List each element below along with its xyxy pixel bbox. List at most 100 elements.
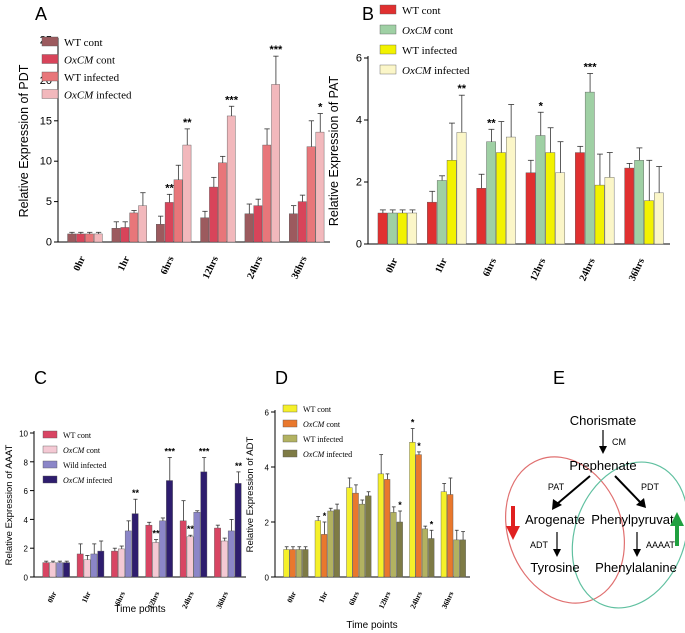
bar bbox=[179, 520, 187, 578]
bar bbox=[131, 513, 139, 578]
bar bbox=[297, 201, 307, 243]
x-tick-label: 1hr bbox=[80, 589, 93, 604]
bar bbox=[111, 228, 121, 243]
x-tick-label: 36hrs bbox=[627, 257, 647, 283]
bar bbox=[421, 528, 429, 578]
bar bbox=[283, 549, 290, 578]
bar bbox=[218, 162, 227, 243]
pat-arrow-line bbox=[556, 475, 591, 505]
legend-swatch bbox=[282, 434, 298, 443]
x-tick-label: 24hrs bbox=[578, 257, 598, 283]
bar bbox=[111, 550, 118, 578]
significance-label: ** bbox=[132, 488, 140, 498]
x-tick-label: 0hr bbox=[285, 589, 298, 604]
bar bbox=[164, 202, 174, 243]
legend-label: OxCM cont bbox=[64, 55, 115, 67]
panel-label: C bbox=[34, 368, 47, 388]
bar bbox=[145, 524, 153, 578]
bar bbox=[76, 553, 84, 578]
significance-label: * bbox=[417, 441, 421, 451]
x-tick-label: 1hr bbox=[433, 256, 450, 275]
significance-label: *** bbox=[584, 62, 598, 74]
x-tick-label: 12hrs bbox=[377, 590, 393, 610]
x-tick-label: 36hrs bbox=[290, 255, 310, 281]
bar bbox=[93, 233, 103, 243]
legend-swatch bbox=[41, 54, 59, 64]
significance-label: ** bbox=[235, 461, 243, 471]
significance-label: ** bbox=[153, 529, 161, 539]
bar bbox=[415, 454, 422, 578]
adt-arrowhead bbox=[553, 549, 561, 557]
bar bbox=[384, 479, 391, 578]
legend-label: OxCM infected bbox=[63, 476, 112, 485]
y-axis-label: Relative Expression of PDT bbox=[17, 64, 31, 217]
x-tick-label: 12hrs bbox=[528, 257, 548, 283]
bar bbox=[295, 549, 303, 578]
significance-label: * bbox=[430, 519, 434, 529]
legend-label: OxCM infected bbox=[64, 90, 132, 102]
legend-label: WT infected bbox=[64, 72, 120, 84]
x-tick-label: 12hrs bbox=[201, 255, 221, 281]
legend-swatch bbox=[42, 445, 58, 454]
panel-label: A bbox=[35, 4, 47, 24]
significance-label: ** bbox=[487, 117, 496, 129]
legend-label: WT cont bbox=[64, 37, 103, 49]
bar bbox=[221, 540, 228, 578]
x-tick-label: 0hr bbox=[45, 589, 58, 604]
bar bbox=[152, 542, 160, 578]
bar bbox=[506, 136, 516, 245]
bar bbox=[427, 201, 437, 245]
y-tick-label: 6 bbox=[356, 53, 362, 65]
significance-label: *** bbox=[225, 94, 239, 106]
significance-label: ** bbox=[458, 83, 467, 95]
significance-label: * bbox=[398, 500, 402, 510]
legend-label: OxCM cont bbox=[402, 25, 453, 37]
y-axis-label: Relative Expression of PAT bbox=[327, 75, 341, 226]
y-tick-label: 4 bbox=[356, 115, 362, 127]
bar bbox=[173, 179, 183, 243]
y-tick-label: 6 bbox=[265, 409, 270, 418]
legend-swatch bbox=[282, 449, 298, 458]
node-arogenate: Arogenate bbox=[525, 512, 585, 527]
legend-swatch bbox=[379, 44, 397, 55]
bar bbox=[262, 144, 272, 243]
y-tick-label: 6 bbox=[24, 487, 29, 496]
bar bbox=[365, 495, 372, 578]
y-tick-label: 2 bbox=[356, 177, 362, 189]
bar bbox=[604, 177, 615, 245]
legend-label: OxCM infected bbox=[303, 450, 352, 459]
bar bbox=[346, 487, 353, 578]
x-tick-label: 0hr bbox=[72, 254, 89, 273]
panel-label: B bbox=[362, 4, 374, 24]
bar bbox=[654, 192, 664, 245]
legend-label: OxCM cont bbox=[303, 420, 341, 429]
y-tick-label: 2 bbox=[24, 545, 29, 554]
bar bbox=[644, 200, 654, 245]
aaaat-arrowhead bbox=[633, 549, 641, 557]
bar bbox=[555, 172, 566, 245]
bar bbox=[200, 217, 210, 243]
bar bbox=[446, 160, 457, 245]
bar bbox=[63, 562, 70, 578]
node-chorismate: Chorismate bbox=[570, 413, 636, 428]
significance-label: *** bbox=[199, 446, 210, 456]
x-tick-label: 36hrs bbox=[440, 590, 456, 610]
bar bbox=[289, 549, 296, 578]
bar bbox=[377, 212, 388, 245]
bar bbox=[396, 521, 403, 578]
significance-label: *** bbox=[165, 446, 176, 456]
legend-label: WT cont bbox=[63, 431, 92, 440]
bar bbox=[545, 152, 556, 245]
bar bbox=[120, 227, 130, 243]
significance-label: * bbox=[318, 102, 323, 114]
bar bbox=[67, 233, 77, 243]
bar bbox=[156, 224, 165, 243]
x-tick-label: 6hrs bbox=[347, 590, 361, 607]
bar bbox=[584, 91, 595, 245]
bar bbox=[453, 539, 460, 578]
panel-d: D 0 2 4 6 Relative Expression of ADT 0hr 1hr 6hr… bbox=[245, 368, 470, 631]
legend-swatch bbox=[282, 404, 298, 413]
significance-label: ** bbox=[165, 182, 174, 194]
panel-c: C 0 2 4 6 8 10 Relative Expression of AAAT 0hr 1h… bbox=[4, 368, 246, 615]
legend-swatch bbox=[42, 430, 58, 439]
